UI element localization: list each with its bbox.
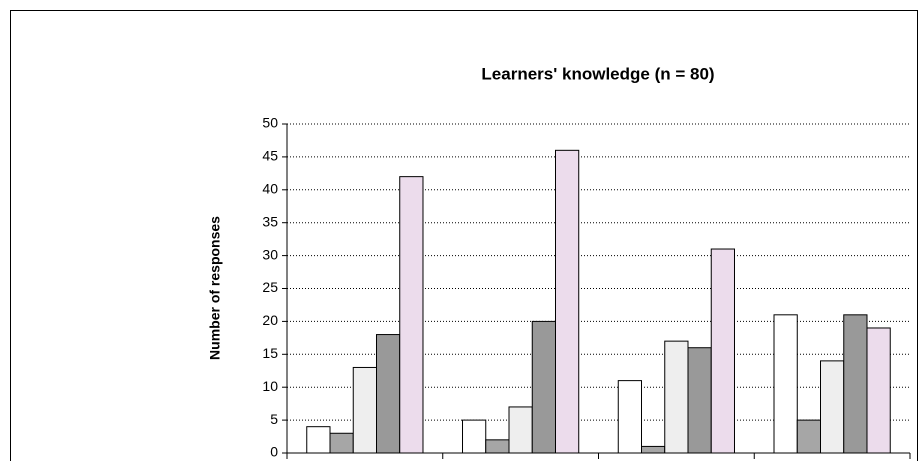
bar <box>843 314 868 454</box>
bar <box>508 406 533 454</box>
bar <box>687 347 712 454</box>
y-tick-label: 45 <box>262 148 278 164</box>
bar <box>796 419 822 454</box>
bar <box>664 340 689 454</box>
y-tick-label: 25 <box>262 279 278 295</box>
bar <box>554 149 580 454</box>
bar <box>820 360 845 454</box>
bar <box>641 445 666 454</box>
y-tick-label: 30 <box>262 246 278 262</box>
bar <box>617 380 643 454</box>
chart-frame <box>10 10 918 461</box>
chart-title: Learners' knowledge (n = 80) <box>481 64 714 83</box>
bar <box>485 439 510 454</box>
bar <box>329 432 354 454</box>
bar <box>531 320 556 454</box>
y-tick-label: 35 <box>262 213 278 229</box>
bar <box>866 327 891 454</box>
bar <box>352 366 377 454</box>
y-tick-label: 5 <box>270 411 278 427</box>
bar <box>773 314 798 454</box>
y-tick-label: 0 <box>270 444 278 460</box>
bar <box>399 176 424 454</box>
y-tick-label: 40 <box>262 181 278 197</box>
bar <box>710 248 735 454</box>
y-tick-label: 15 <box>262 345 278 361</box>
y-axis-label: Number of responses <box>207 216 223 360</box>
y-tick-label: 10 <box>262 378 278 394</box>
bar <box>375 334 401 454</box>
bar <box>306 426 331 454</box>
y-tick-label: 20 <box>262 312 278 328</box>
y-tick-label: 50 <box>262 115 278 131</box>
bar <box>462 419 487 454</box>
